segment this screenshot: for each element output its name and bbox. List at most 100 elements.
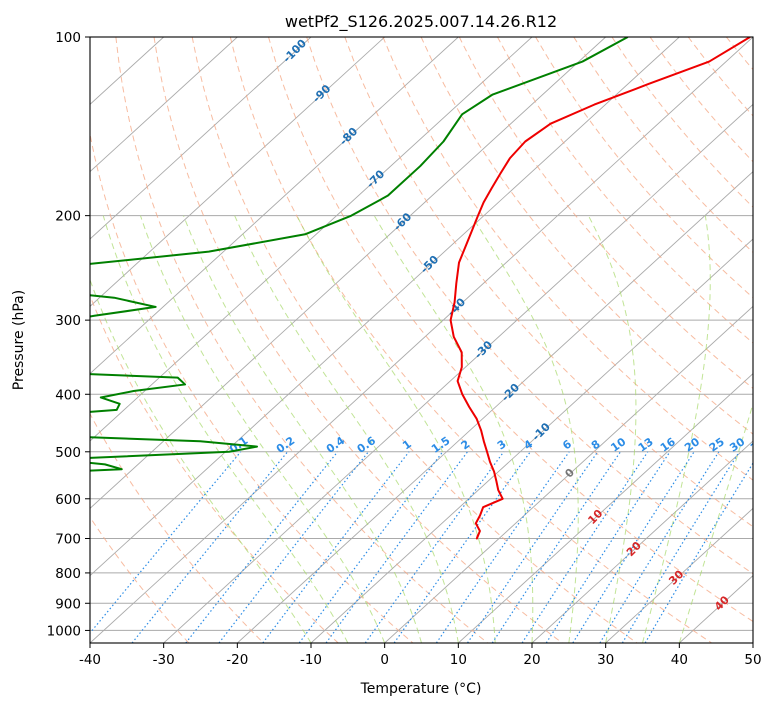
mixing-ratio-line [393,451,531,643]
moist-adiabat-line [296,215,496,643]
y-tick-label: 300 [55,313,81,329]
isotherm-line [163,103,753,643]
x-tick-label: -30 [153,652,175,668]
dry-adiabat-line [687,37,753,117]
x-tick-label: 20 [523,652,540,668]
isotherm-line [90,37,533,442]
x-tick-label: 0 [380,652,389,668]
dry-adiabat-line [420,37,753,435]
isotherm-line [90,37,753,643]
y-tick-label: 200 [55,209,81,225]
moist-adiabat-line [587,215,637,643]
dry-adiabat-line [344,37,753,528]
moist-adiabat-line [102,215,349,643]
y-axis: 100 200 300 400 500 600 700 800 900 1000 [47,30,90,639]
isotherm-line [458,373,753,643]
mixing-ratio-line [572,451,695,643]
isotherm-line [90,37,385,307]
isotherm-line [90,37,680,577]
x-tick-label: 10 [450,652,467,668]
mixing-ratio-line [621,451,740,643]
x-axis: -40 -30 -20 -10 0 10 20 30 40 50 [79,643,762,668]
y-tick-label: 700 [55,532,81,548]
y-tick-label: 900 [55,596,81,612]
dry-adiabat-line [535,37,753,299]
mixing-ratio-line [218,451,369,643]
isotherm-line [237,171,753,643]
mixing-ratio-line [467,451,599,643]
dry-adiabat-line [153,37,563,643]
moist-adiabat-line [678,402,753,643]
dry-adiabat-line [458,37,753,390]
mixing-ratio-label: 6 [560,437,574,452]
dry-adiabat-line [573,37,753,254]
x-axis-label: Temperature (°C) [360,681,482,697]
mixing-ratio-line [599,451,720,643]
plot-frame [89,36,754,644]
mixing-ratio-line [435,451,570,643]
mixing-ratio-line [90,451,242,634]
isotherm-line [605,507,753,643]
y-axis-label: Pressure (hPa) [11,290,27,390]
x-tick-label: 30 [597,652,614,668]
mixing-ratio-label: 0.4 [324,434,348,456]
mixing-ratio-label: 0.2 [274,434,297,456]
x-tick-label: -10 [300,652,322,668]
isotherm-line [90,37,459,375]
dry-adiabat-line [115,37,488,643]
isotherm-line [531,440,753,643]
mixing-ratio-labels: 0.1 0.2 0.4 0.6 1 1.5 2 3 4 6 8 10 13 16 20 25 30 36 [227,434,768,456]
mixing-ratio-label: 3 [495,437,509,452]
isotherm-line [384,305,753,643]
mixing-ratio-label: 8 [589,437,603,452]
dry-adiabat-line [725,37,753,71]
dewpoint-profile-line [90,37,629,472]
mixing-ratio-line [325,451,469,643]
mixing-ratio-label: 0.6 [355,434,379,456]
dry-adiabat-line [90,412,264,643]
mixing-ratio-line [298,451,444,643]
dry-adiabat-line [649,37,753,163]
moist-adiabat-line [183,215,422,643]
y-tick-label: 500 [55,445,81,461]
mixing-ratio-label: 2 [459,437,473,452]
mixing-ratio-line [521,451,649,643]
mixing-ratio-line [131,451,289,643]
background-lines [90,37,775,643]
mixing-ratio-line [262,451,410,643]
x-tick-label: 50 [744,652,761,668]
y-tick-label: 1000 [47,623,81,639]
moist-adiabat-line [90,278,312,643]
mixing-ratio-line [644,462,753,643]
y-tick-label: 600 [55,492,81,508]
mixing-ratio-line [491,451,621,643]
mixing-ratio-line [545,451,671,643]
isotherm-line [90,37,238,173]
x-tick-label: -20 [226,652,248,668]
moist-adiabat-line [471,215,579,643]
mixing-ratio-label: 1.5 [429,434,452,456]
temperature-profile-line [449,37,751,540]
y-tick-label: 800 [55,566,81,582]
dry-adiabat-line [268,37,753,623]
dry-adiabat-line [90,131,414,643]
y-tick-label: 100 [55,30,81,46]
mixing-ratio-line [364,451,505,643]
mixing-ratio-line [185,451,339,643]
isotherm-line [310,238,753,643]
moist-adiabat-line [139,215,386,643]
y-tick-label: 400 [55,387,81,403]
x-tick-label: -40 [79,652,101,668]
isotherm-line [90,37,312,240]
dry-adiabat-line [90,516,190,643]
x-tick-label: 40 [671,652,688,668]
isotherm-line [90,37,606,509]
dry-adiabat-line [191,37,638,643]
isotherm-label: -100 [280,37,309,66]
dry-adiabat-line [765,37,775,643]
isotherm-line [752,642,753,643]
chart-title: wetPf2_S126.2025.007.14.26.R12 [285,12,557,32]
mixing-ratio-label: 36 [748,435,768,455]
